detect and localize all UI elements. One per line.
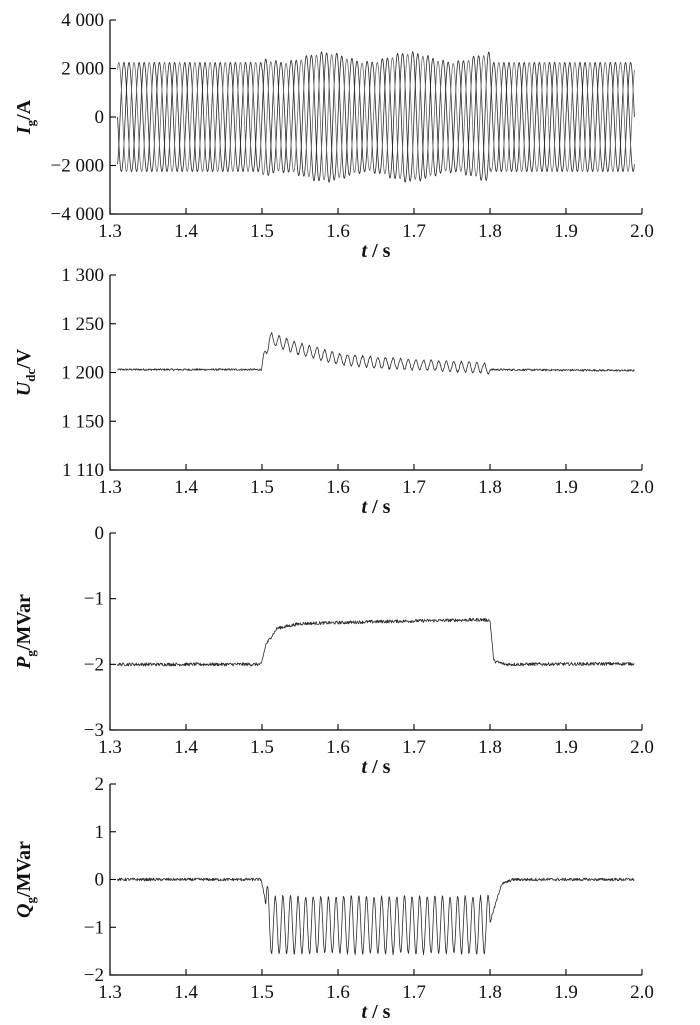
udc-axes (109, 275, 642, 471)
pg-y-tick-label: −1 (84, 589, 104, 610)
udc-y-tick-label: 1 110 (62, 460, 104, 481)
pg-y-tick-label: 0 (95, 523, 105, 544)
qg-x-axis-title: t / s (362, 1001, 391, 1023)
qg-y-tick-label: 1 (95, 822, 105, 843)
udc-x-tick-label: 1.7 (402, 477, 426, 498)
ig-y-tick-label: 4 000 (61, 10, 104, 31)
pg-x-tick-label: 1.8 (478, 737, 502, 758)
ig-series-line (117, 51, 635, 183)
ig-x-tick-label: 1.7 (402, 221, 426, 242)
ig-series-line (117, 53, 635, 181)
ig-y-tick-label: −4 000 (51, 204, 104, 225)
qg-x-tick-label: 1.4 (174, 982, 198, 1003)
udc-x-tick-label: 1.5 (250, 477, 274, 498)
udc-y-tick-label: 1 150 (61, 411, 104, 432)
ig-y-axis-title: Ig/A (13, 99, 38, 135)
qg-y-tick-label: 0 (95, 870, 105, 891)
udc-x-axis-title: t / s (362, 496, 391, 518)
ig-x-tick-label: 1.8 (478, 221, 502, 242)
qg-x-tick-label: 1.7 (402, 982, 426, 1003)
qg-x-tick-label: 1.8 (478, 982, 502, 1003)
pg-y-tick-label: −2 (84, 654, 104, 675)
udc-x-tick-label: 1.9 (554, 477, 578, 498)
ig-x-tick-label: 1.9 (554, 221, 578, 242)
udc-x-tick-label: 1.8 (478, 477, 502, 498)
qg-x-tick-label: 1.9 (554, 982, 578, 1003)
qg-x-tick-label: 1.5 (250, 982, 274, 1003)
udc-y-tick-label: 1 250 (61, 314, 104, 335)
pg-x-tick-label: 1.4 (174, 737, 198, 758)
pg-x-tick-label: 1.3 (98, 737, 122, 758)
pg-x-tick-label: 1.7 (402, 737, 426, 758)
panel-qg: 2 1 0 −1 −21.3 1.4 1.5 1.6 1.7 1.8 1.9 2.0 t / s Qg/M… (13, 774, 654, 1023)
pg-x-tick-label: 1.9 (554, 737, 578, 758)
ig-y-tick-label: 2 000 (61, 59, 104, 80)
ig-y-tick-label: 0 (95, 107, 105, 128)
ig-x-tick-label: 1.5 (250, 221, 274, 242)
udc-x-tick-label: 1.6 (326, 477, 350, 498)
ig-x-axis-title: t / s (362, 240, 391, 262)
udc-x-tick-label: 1.3 (98, 477, 122, 498)
ig-x-tick-label: 1.4 (174, 221, 198, 242)
pg-x-tick-label: 1.5 (250, 737, 274, 758)
qg-x-tick-label: 1.6 (326, 982, 350, 1003)
pg-x-tick-label: 2.0 (630, 737, 654, 758)
ig-x-tick-label: 1.3 (98, 221, 122, 242)
qg-series-line (117, 877, 635, 956)
qg-x-tick-label: 1.3 (98, 982, 122, 1003)
qg-x-tick-label: 2.0 (630, 982, 654, 1003)
ig-series-line (117, 52, 635, 182)
qg-y-tick-label: −1 (84, 917, 104, 938)
pg-x-tick-label: 1.6 (326, 737, 350, 758)
udc-x-tick-label: 1.4 (174, 477, 198, 498)
panel-pg: 0 −1 −2 −31.3 1.4 1.5 1.6 1.7 1.8 1.9 2.0 t / s Pg/M… (13, 523, 654, 778)
udc-series-line (117, 332, 635, 375)
qg-y-axis-title: Qg/MVar (13, 841, 38, 918)
udc-y-axis-title: Udc/V (13, 348, 38, 396)
pg-y-axis-title: Pg/MVar (13, 594, 38, 670)
ig-x-tick-label: 1.6 (326, 221, 350, 242)
pg-x-axis-title: t / s (362, 756, 391, 778)
pg-y-tick-label: −3 (84, 720, 104, 741)
pg-series-line (117, 617, 635, 667)
udc-x-tick-label: 2.0 (630, 477, 654, 498)
udc-y-tick-label: 1 300 (61, 265, 104, 286)
pg-axes (109, 533, 642, 731)
ig-y-tick-label: −2 000 (51, 156, 104, 177)
qg-y-tick-label: 2 (95, 774, 105, 795)
ig-x-tick-label: 2.0 (630, 221, 654, 242)
udc-y-tick-label: 1 200 (61, 363, 104, 384)
qg-y-tick-label: −2 (84, 965, 104, 986)
